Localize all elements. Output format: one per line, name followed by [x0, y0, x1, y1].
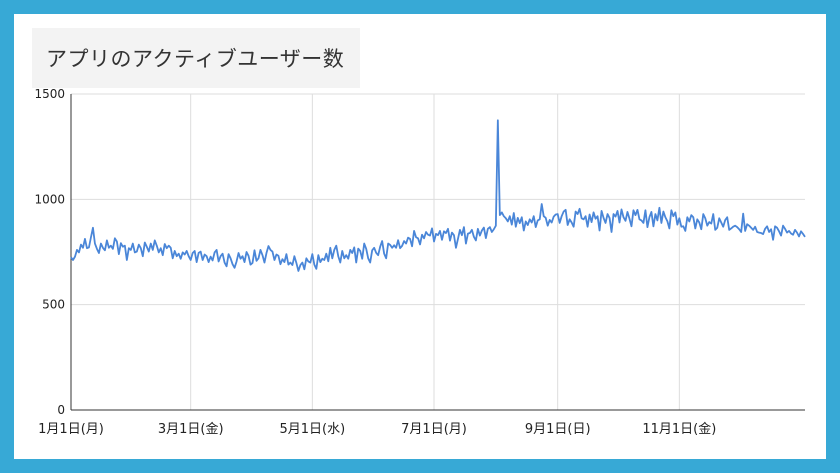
chart-grid [70, 93, 805, 410]
x-tick-label: 1月1日(月) [38, 422, 104, 437]
x-axis-ticks: 1月1日(月) 3月1日(金) 5月1日(水) 7月1日(月) 9月1日(日) 11月1日… [38, 421, 716, 437]
y-tick-label: 1500 [34, 87, 65, 101]
series-line [70, 119, 806, 272]
chart-title: アプリのアクティブユーザー数 [46, 47, 345, 71]
x-tick-label: 3月1日(金) [158, 421, 224, 437]
x-tick-label: 5月1日(水) [279, 422, 345, 437]
x-tick-label: 9月1日(日) [525, 422, 591, 437]
y-tick-label: 500 [42, 298, 65, 312]
chart-card: アプリのアクティブユーザー数 [14, 14, 826, 459]
y-tick-label: 1000 [34, 192, 65, 206]
x-tick-label: 11月1日(金) [642, 421, 716, 437]
chart-title-box: アプリのアクティブユーザー数 [32, 28, 361, 88]
y-tick-label: 0 [57, 403, 65, 417]
x-tick-label: 7月1日(月) [401, 422, 467, 437]
y-axis-ticks: 1500 1000 500 0 [34, 87, 65, 417]
